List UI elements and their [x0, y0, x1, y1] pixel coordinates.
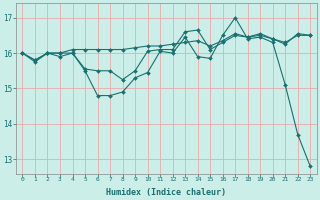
- X-axis label: Humidex (Indice chaleur): Humidex (Indice chaleur): [106, 188, 226, 197]
